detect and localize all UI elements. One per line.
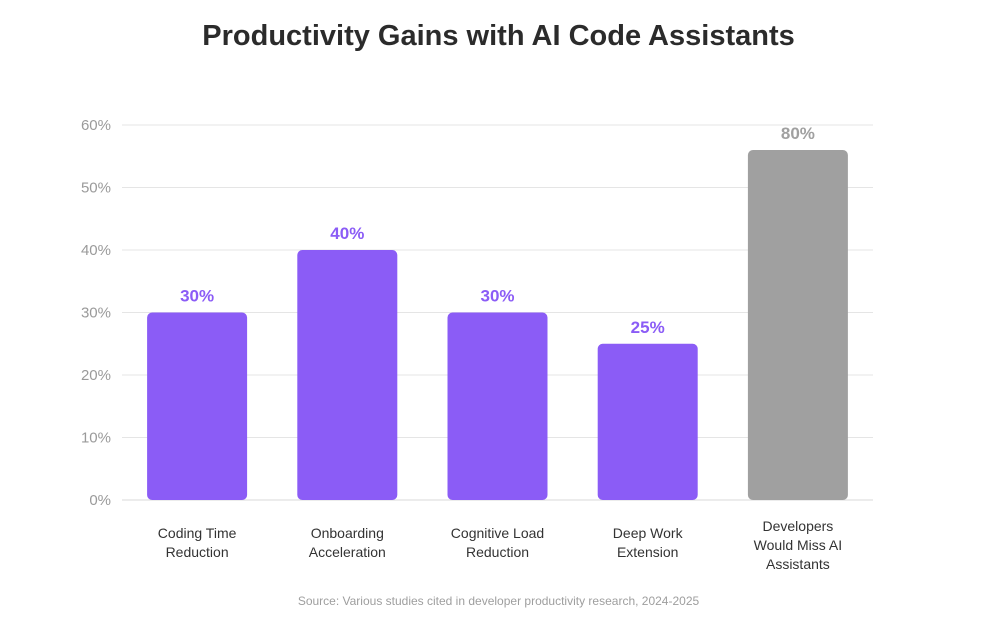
category-label: Onboarding (311, 525, 384, 541)
category-label: Developers (762, 518, 833, 534)
category-label: Assistants (766, 556, 830, 572)
category-label: Reduction (166, 544, 229, 560)
category-label: Cognitive Load (451, 525, 544, 541)
y-tick-label: 10% (81, 430, 111, 447)
y-tick-label: 60% (81, 117, 111, 134)
bar (447, 312, 548, 500)
bar (147, 312, 248, 500)
category-label: Would Miss AI (754, 537, 842, 553)
bar (297, 250, 398, 500)
category-label: Reduction (466, 544, 529, 560)
y-axis-ticks: 0% 10% 20% 30% 40% 50% 60% (81, 117, 111, 509)
y-tick-label: 30% (81, 305, 111, 322)
data-label: 30% (480, 287, 514, 306)
category-label: Extension (617, 544, 678, 560)
y-tick-label: 0% (89, 492, 111, 509)
bar (597, 343, 698, 500)
data-label: 40% (330, 224, 364, 243)
data-labels: 30% 40% 30% 25% 80% (180, 124, 815, 337)
source-note: Source: Various studies cited in develop… (297, 594, 700, 608)
category-label: Coding Time (158, 525, 237, 541)
x-axis-categories: Coding Time Reduction Onboarding Accelerati… (158, 518, 842, 572)
chart-title: Productivity Gains with AI Code Assistan… (202, 20, 795, 52)
data-label: 25% (631, 318, 665, 337)
bars (147, 150, 848, 500)
bar (747, 150, 848, 500)
category-label: Deep Work (613, 525, 684, 541)
data-label: 80% (781, 124, 815, 143)
y-tick-label: 40% (81, 242, 111, 259)
category-label: Acceleration (309, 544, 386, 560)
data-label: 30% (180, 287, 214, 306)
y-tick-label: 50% (81, 180, 111, 197)
y-tick-label: 20% (81, 367, 111, 384)
